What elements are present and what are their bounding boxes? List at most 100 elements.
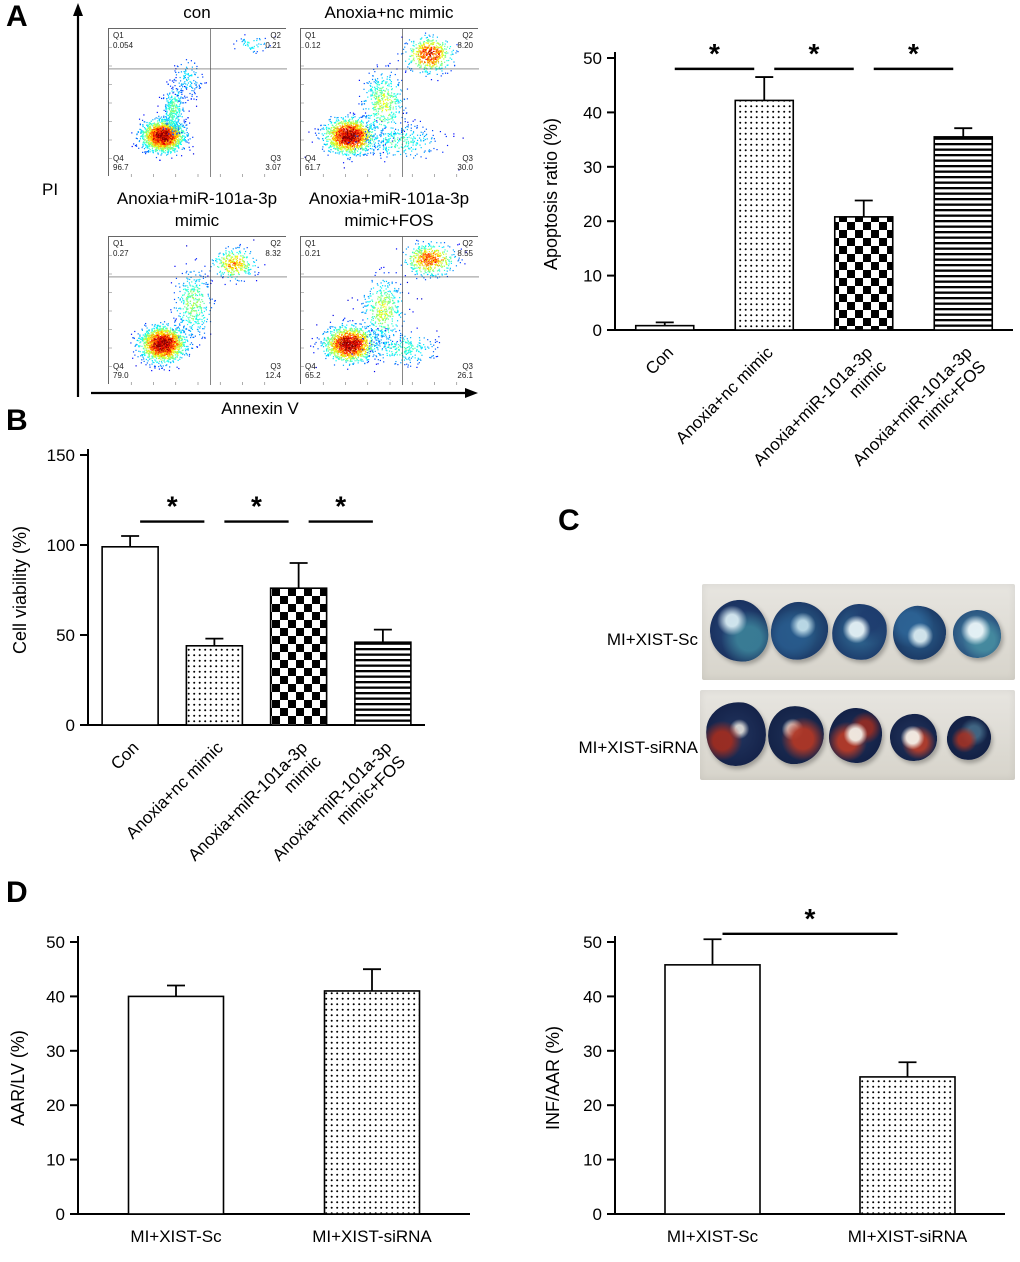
y-tick-label: 50 — [583, 933, 602, 952]
quadrant-label-q1: Q1 0.054 — [113, 31, 134, 50]
quadrant-label-q3: Q3 3.07 — [265, 153, 281, 173]
apoptosis-ratio-chart: 0 10 20 30 40 50 Apoptosis ratio (%) Con Anoxia+… — [535, 22, 1020, 477]
flow-plot-0: Q1 0.054 Q2 0.21 Q4 96.7 Q3 3.07 — [108, 28, 287, 177]
heart-slice — [889, 602, 950, 664]
x-category-label: MI+XIST-siRNA — [312, 1227, 432, 1246]
y-axis-label: Cell viability (%) — [10, 526, 30, 654]
x-category-label: Con — [107, 738, 142, 773]
quadrant-label-q4: Q4 79.0 — [113, 361, 129, 381]
y-axis-label: AAR/LV (%) — [8, 1030, 28, 1126]
y-tick-label: 30 — [583, 158, 602, 177]
significance-asterisk: * — [908, 38, 919, 69]
flow-plot-title-2: Anoxia+miR-101a-3p mimic — [116, 189, 278, 230]
heart-slice — [951, 608, 1003, 660]
inf-aar-chart: 0 10 20 30 40 50 INF/AAR (%) MI+XIST-Sc MI+XIST-… — [525, 898, 1020, 1262]
bar-chart-apoptosis: 0 10 20 30 40 50 Apoptosis ratio (%) ConAnoxia+… — [541, 38, 1013, 470]
y-tick-label: 40 — [583, 103, 602, 122]
heart-slice — [706, 597, 772, 665]
significance-asterisk: * — [167, 491, 178, 522]
quadrant-label-q4: Q4 65.2 — [305, 361, 321, 381]
quadrant-label-q3: Q3 12.4 — [265, 361, 281, 381]
bar-1 — [323, 990, 421, 1215]
y-tick-label: 50 — [56, 626, 75, 645]
significance-asterisk: * — [809, 38, 820, 69]
quadrant-label-q4: Q4 61.7 — [305, 153, 321, 173]
quadrant-label-q1: Q1 0.21 — [305, 239, 321, 258]
tissue-row-label-sirna: MI+XIST-siRNA — [578, 738, 699, 757]
y-tick-label: 40 — [583, 987, 602, 1006]
bar-chart-inf_aar: 0 10 20 30 40 50 INF/AAR (%) MI+XIST-Sc MI+XIST-… — [543, 903, 1005, 1246]
bar-3 — [354, 641, 412, 726]
flow-scatter-canvas — [301, 237, 479, 385]
y-axis-label: INF/AAR (%) — [543, 1026, 563, 1130]
y-tick-label: 50 — [583, 49, 602, 68]
panel-b-label: B — [6, 404, 28, 437]
quadrant-label-q1: Q1 0.27 — [113, 239, 129, 258]
panel-c-label: C — [558, 504, 580, 537]
heart-slice — [944, 713, 994, 763]
y-tick-label: 30 — [46, 1042, 65, 1061]
bar-0 — [127, 995, 225, 1215]
heart-slice — [768, 599, 831, 663]
tissue-photo-strip-sc — [702, 584, 1015, 680]
heart-slice — [703, 699, 769, 769]
panel-d-label: D — [6, 876, 28, 909]
tissue-row-label-sc: MI+XIST-Sc — [606, 630, 698, 649]
heart-slice — [765, 703, 827, 767]
flow-plot-title-3: Anoxia+miR-101a-3p mimic+FOS — [308, 189, 470, 230]
quadrant-label-q2: Q2 8.55 — [457, 239, 473, 258]
bar-3 — [933, 136, 994, 331]
y-tick-label: 0 — [593, 1205, 602, 1224]
pi-axis-label: PI — [42, 180, 59, 199]
quadrant-label-q3: Q3 30.0 — [457, 153, 473, 173]
quadrant-label-q1: Q1 0.12 — [305, 31, 321, 50]
x-category-label: MI+XIST-siRNA — [848, 1227, 968, 1246]
bar-1 — [734, 99, 795, 331]
bar-2 — [269, 587, 328, 726]
flow-plot-title-0: con — [183, 3, 211, 22]
y-tick-label: 20 — [583, 1096, 602, 1115]
y-tick-label: 10 — [46, 1151, 65, 1170]
y-tick-label: 50 — [46, 933, 65, 952]
flow-plot-3: Q1 0.21 Q2 8.55 Q4 65.2 Q3 26.1 — [300, 236, 479, 385]
y-axis-label: Apoptosis ratio (%) — [541, 118, 561, 270]
x-category-label: MI+XIST-Sc — [130, 1227, 222, 1246]
quadrant-label-q3: Q3 26.1 — [457, 361, 473, 381]
quadrant-label-q2: Q2 0.21 — [265, 31, 281, 50]
significance-asterisk: * — [251, 491, 262, 522]
y-tick-label: 10 — [583, 267, 602, 286]
bar-0 — [664, 964, 761, 1215]
flow-plot-1: Q1 0.12 Q2 8.20 Q4 61.7 Q3 30.0 — [300, 28, 479, 177]
y-tick-label: 150 — [47, 446, 75, 465]
bar-2 — [833, 216, 894, 331]
x-category-label: Con — [642, 343, 677, 378]
y-tick-label: 20 — [46, 1096, 65, 1115]
flow-plot-title-1: Anoxia+nc mimic — [324, 3, 454, 22]
significance-asterisk: * — [805, 903, 816, 934]
quadrant-label-q2: Q2 8.32 — [265, 239, 281, 258]
annexin-axis-label: Annexin V — [221, 399, 299, 418]
y-tick-label: 20 — [583, 212, 602, 231]
x-category-label: Anoxia+nc mimic — [672, 343, 777, 448]
y-tick-label: 100 — [47, 536, 75, 555]
bar-1 — [859, 1076, 956, 1215]
y-tick-label: 40 — [46, 987, 65, 1006]
svg-text:Con: Con — [107, 738, 142, 773]
bar-1 — [185, 645, 244, 726]
y-tick-label: 0 — [66, 716, 75, 735]
svg-text:Con: Con — [642, 343, 677, 378]
heart-slice — [830, 602, 889, 662]
y-tick-label: 30 — [583, 1042, 602, 1061]
y-tick-label: 10 — [583, 1151, 602, 1170]
flow-plot-2: Q1 0.27 Q2 8.32 Q4 79.0 Q3 12.4 — [108, 236, 287, 385]
heart-slice — [887, 711, 940, 764]
bar-0 — [634, 324, 695, 331]
cell-viability-chart: 0 50 100 150 Cell viability (%) Con Anoxia+nc … — [0, 428, 540, 903]
y-tick-label: 0 — [56, 1205, 65, 1224]
bar-chart-aar_lv: 0 10 20 30 40 50 AAR/LV (%) MI+XIST-Sc MI+XIST-s… — [8, 933, 470, 1246]
flow-scatter-canvas — [301, 29, 479, 177]
x-category-label: MI+XIST-Sc — [667, 1227, 759, 1246]
